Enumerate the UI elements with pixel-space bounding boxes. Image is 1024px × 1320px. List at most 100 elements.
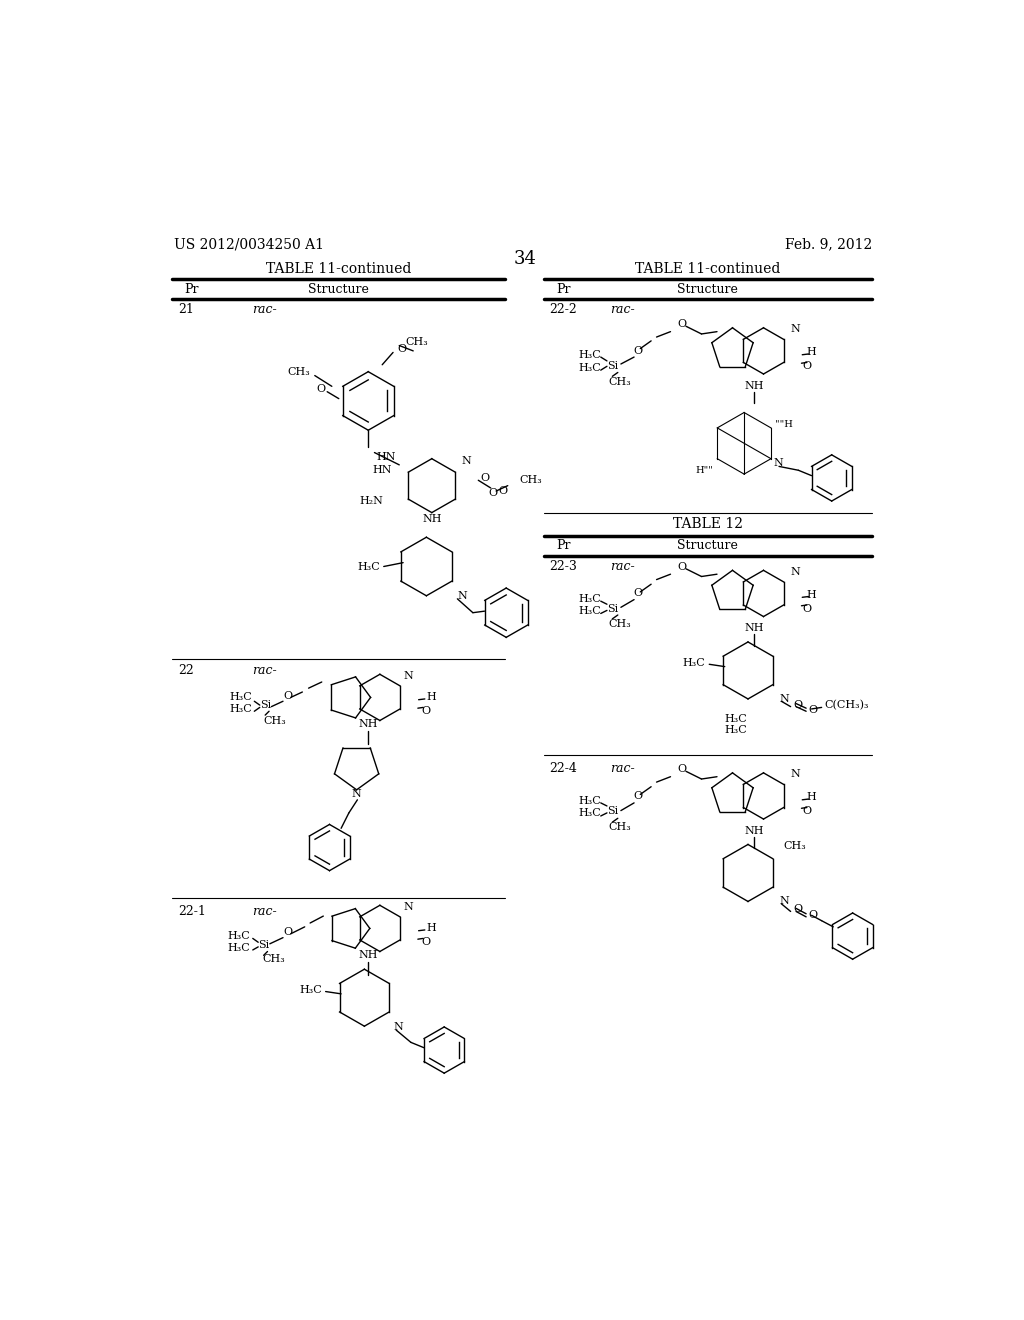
Text: Pr: Pr xyxy=(183,282,199,296)
Text: NH: NH xyxy=(744,380,764,391)
Text: NH: NH xyxy=(358,719,378,730)
Text: Structure: Structure xyxy=(677,539,738,552)
Text: 34: 34 xyxy=(513,249,537,268)
Text: Pr: Pr xyxy=(557,282,571,296)
Text: O: O xyxy=(802,807,811,816)
Text: H: H xyxy=(806,347,816,358)
Text: N: N xyxy=(403,671,413,681)
Text: O: O xyxy=(634,346,642,356)
Text: O: O xyxy=(284,690,293,701)
Text: O: O xyxy=(802,362,811,371)
Text: O: O xyxy=(793,700,802,710)
Text: Pr: Pr xyxy=(557,539,571,552)
Text: C(CH₃)₃: C(CH₃)₃ xyxy=(824,700,868,710)
Text: 22-1: 22-1 xyxy=(178,906,206,917)
Text: H₃C: H₃C xyxy=(725,725,748,735)
Text: O: O xyxy=(316,384,326,395)
Text: rac-: rac- xyxy=(252,302,276,315)
Text: N: N xyxy=(403,902,413,912)
Text: N: N xyxy=(352,788,361,799)
Text: TABLE 11-continued: TABLE 11-continued xyxy=(635,261,780,276)
Text: CH₃: CH₃ xyxy=(262,954,285,964)
Text: H₃C: H₃C xyxy=(357,561,380,572)
Text: H₃C: H₃C xyxy=(578,363,601,372)
Text: rac-: rac- xyxy=(610,560,635,573)
Text: CH₃: CH₃ xyxy=(608,619,631,630)
Text: O: O xyxy=(480,473,489,483)
Text: H: H xyxy=(806,590,816,601)
Text: N: N xyxy=(461,455,471,466)
Text: rac-: rac- xyxy=(610,762,635,775)
Text: rac-: rac- xyxy=(610,302,635,315)
Text: N: N xyxy=(791,770,801,779)
Text: Si: Si xyxy=(607,603,618,614)
Text: H₃C: H₃C xyxy=(227,942,251,953)
Text: 22-2: 22-2 xyxy=(549,302,577,315)
Text: O: O xyxy=(488,488,498,499)
Text: CH₃: CH₃ xyxy=(608,376,631,387)
Text: N: N xyxy=(458,591,467,601)
Text: NH: NH xyxy=(358,950,378,961)
Text: Si: Si xyxy=(260,700,271,710)
Text: O: O xyxy=(809,705,817,714)
Text: O: O xyxy=(678,764,687,774)
Text: Structure: Structure xyxy=(308,282,370,296)
Text: TABLE 12: TABLE 12 xyxy=(673,517,742,531)
Text: Si: Si xyxy=(258,940,269,950)
Text: O: O xyxy=(421,706,430,717)
Text: H"": H"" xyxy=(695,466,713,475)
Text: Si: Si xyxy=(607,807,618,816)
Text: H: H xyxy=(806,792,816,803)
Text: O: O xyxy=(397,345,407,354)
Text: 22-4: 22-4 xyxy=(549,762,577,775)
Text: H₃C: H₃C xyxy=(578,350,601,360)
Text: O: O xyxy=(634,589,642,598)
Text: O: O xyxy=(802,603,811,614)
Text: N: N xyxy=(394,1022,403,1032)
Text: HN: HN xyxy=(376,453,395,462)
Text: H₃C: H₃C xyxy=(578,808,601,818)
Text: O: O xyxy=(421,937,430,948)
Text: H₃C: H₃C xyxy=(229,704,252,714)
Text: H₃C: H₃C xyxy=(725,714,748,723)
Text: CH₃: CH₃ xyxy=(263,715,287,726)
Text: Feb. 9, 2012: Feb. 9, 2012 xyxy=(784,238,872,252)
Text: O: O xyxy=(793,904,802,915)
Text: CH₃: CH₃ xyxy=(406,337,428,347)
Text: 22-3: 22-3 xyxy=(549,560,577,573)
Text: NH: NH xyxy=(744,825,764,836)
Text: Si: Si xyxy=(607,362,618,371)
Text: O: O xyxy=(678,319,687,329)
Text: N: N xyxy=(791,325,801,334)
Text: N: N xyxy=(773,458,783,467)
Text: H₃C: H₃C xyxy=(578,796,601,807)
Text: H₃C: H₃C xyxy=(578,594,601,603)
Text: H₃C: H₃C xyxy=(227,931,251,941)
Text: H₂N: H₂N xyxy=(359,496,384,506)
Text: H₃C: H₃C xyxy=(578,606,601,616)
Text: CH₃: CH₃ xyxy=(288,367,310,378)
Text: US 2012/0034250 A1: US 2012/0034250 A1 xyxy=(174,238,325,252)
Text: H₃C: H₃C xyxy=(229,693,252,702)
Text: N: N xyxy=(779,694,788,704)
Text: 21: 21 xyxy=(178,302,195,315)
Text: rac-: rac- xyxy=(252,664,276,677)
Text: 22: 22 xyxy=(178,664,195,677)
Text: CH₃: CH₃ xyxy=(519,475,542,486)
Text: H: H xyxy=(426,924,436,933)
Text: N: N xyxy=(779,896,788,907)
Text: O: O xyxy=(678,561,687,572)
Text: TABLE 11-continued: TABLE 11-continued xyxy=(266,261,412,276)
Text: CH₃: CH₃ xyxy=(783,841,806,851)
Text: O: O xyxy=(284,927,293,937)
Text: rac-: rac- xyxy=(252,906,276,917)
Text: Structure: Structure xyxy=(677,282,738,296)
Text: HN: HN xyxy=(372,465,391,475)
Text: O: O xyxy=(634,791,642,801)
Text: O: O xyxy=(499,486,508,496)
Text: CH₃: CH₃ xyxy=(608,822,631,832)
Text: NH: NH xyxy=(744,623,764,634)
Text: H: H xyxy=(426,693,436,702)
Text: H₃C: H₃C xyxy=(683,657,706,668)
Text: NH: NH xyxy=(423,513,442,524)
